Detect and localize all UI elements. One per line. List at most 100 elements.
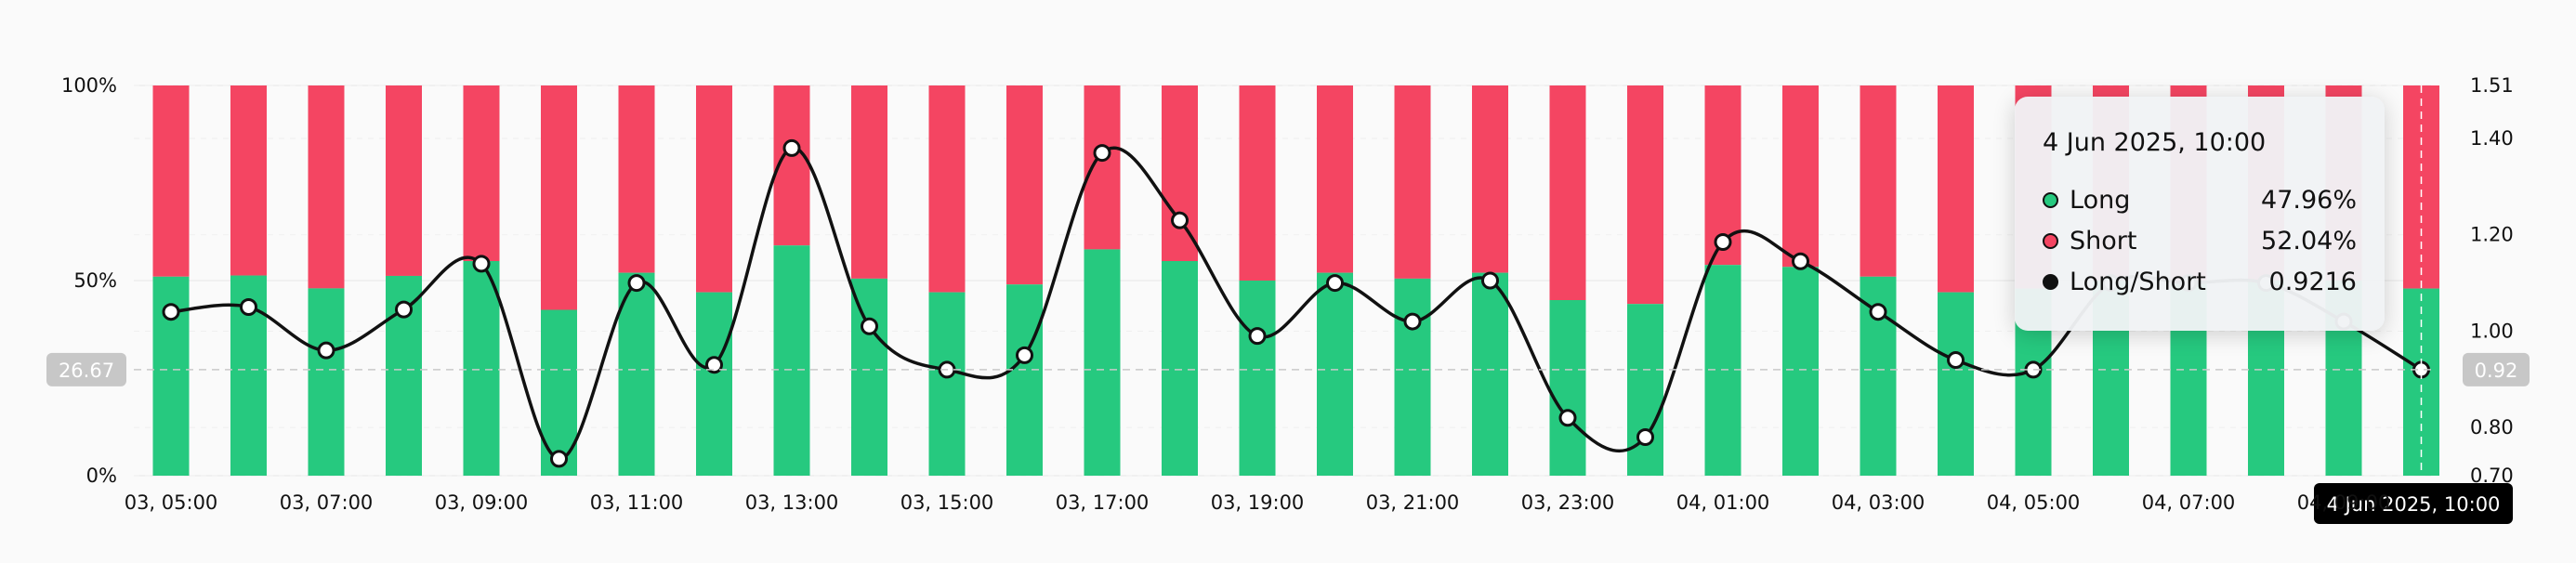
x-tick-label: 03, 09:00 bbox=[435, 491, 529, 514]
long-bar bbox=[1084, 249, 1121, 476]
crosshair-right-label-bg bbox=[2463, 352, 2530, 386]
ratio-point bbox=[1636, 428, 1654, 447]
x-tick-label: 03, 11:00 bbox=[590, 491, 684, 514]
y-right-tick-label: 1.51 bbox=[2470, 74, 2514, 97]
short-bar bbox=[308, 85, 345, 289]
ratio-point bbox=[782, 138, 801, 157]
short-bar bbox=[618, 85, 655, 273]
long-bar bbox=[1938, 292, 1974, 476]
x-tick-label: 03, 23:00 bbox=[1521, 491, 1615, 514]
y-left-tick-label: 50% bbox=[73, 269, 117, 292]
x-tick-label: 04, 05:00 bbox=[1987, 491, 2081, 514]
ratio-point bbox=[550, 450, 568, 468]
long-bar bbox=[928, 292, 966, 476]
short-bar bbox=[851, 85, 887, 279]
ratio-point bbox=[1403, 312, 1422, 331]
ratio-point bbox=[317, 341, 335, 360]
long-bar bbox=[696, 292, 732, 476]
long-bar bbox=[308, 288, 345, 476]
x-tick-label: 04, 01:00 bbox=[1676, 491, 1770, 514]
short-bar bbox=[1627, 85, 1663, 305]
ratio-dot-icon bbox=[2043, 273, 2058, 290]
tooltip-long-value: 47.96% bbox=[2261, 185, 2357, 215]
tooltip-ratio-value: 0.9216 bbox=[2268, 267, 2357, 296]
short-bar bbox=[928, 85, 966, 293]
long-bar bbox=[1549, 300, 1586, 476]
long-bar bbox=[463, 261, 500, 476]
ratio-point bbox=[1792, 252, 1809, 270]
x-tick-label: 03, 13:00 bbox=[745, 491, 839, 514]
ratio-point bbox=[1947, 351, 1965, 370]
ratio-point bbox=[240, 298, 257, 317]
long-bar bbox=[851, 278, 887, 476]
x-tick-label: 04, 09:00 bbox=[2297, 491, 2391, 514]
crosshair-left-label: 26.67 bbox=[59, 360, 114, 382]
long-bar bbox=[1472, 272, 1508, 476]
x-tick-label: 04, 03:00 bbox=[1832, 491, 1925, 514]
ratio-point bbox=[1558, 409, 1577, 427]
short-bar bbox=[1006, 85, 1043, 285]
tooltip-row-short: Short 52.04% bbox=[2043, 220, 2357, 261]
crosshair-right-label: 0.92 bbox=[2475, 360, 2518, 382]
short-dot-icon bbox=[2043, 232, 2058, 249]
tooltip-long-label: Long bbox=[2070, 185, 2131, 215]
short-bar bbox=[1394, 85, 1431, 279]
short-bar bbox=[152, 85, 190, 277]
x-tick-label: 03, 07:00 bbox=[280, 491, 374, 514]
short-bar bbox=[1317, 85, 1353, 273]
tooltip-row-long: Long 47.96% bbox=[2043, 179, 2357, 220]
long-bar bbox=[1162, 261, 1198, 476]
ratio-point bbox=[1326, 274, 1344, 293]
ratio-point bbox=[1869, 303, 1887, 321]
x-tick-label: 03, 21:00 bbox=[1366, 491, 1460, 514]
long-dot-icon bbox=[2043, 191, 2058, 208]
long-bar bbox=[2403, 288, 2439, 476]
short-bar bbox=[696, 85, 732, 293]
axis-ticks: 0% 50% 100% 0.70 0.80 1.00 1.20 1.40 1.51 03, 05:… bbox=[61, 74, 2514, 514]
long-bar bbox=[1317, 272, 1353, 476]
short-bar bbox=[386, 85, 422, 276]
short-bar bbox=[1084, 85, 1121, 250]
long-bar bbox=[1394, 278, 1431, 476]
ratio-point bbox=[861, 317, 878, 335]
y-right-tick-label: 0.80 bbox=[2470, 416, 2514, 439]
y-left-tick-label: 0% bbox=[86, 465, 117, 487]
ratio-point bbox=[1093, 144, 1111, 163]
ratio-point bbox=[1481, 271, 1499, 290]
long-bar bbox=[618, 272, 655, 476]
long-bar bbox=[1239, 281, 1276, 476]
crosshair: 26.67 0.92 4 Jun 2025, 10:00 bbox=[46, 85, 2530, 524]
short-bar bbox=[1239, 85, 1276, 281]
short-bar bbox=[230, 85, 267, 276]
x-tick-label: 03, 15:00 bbox=[900, 491, 994, 514]
short-bar bbox=[1549, 85, 1586, 300]
y-left-tick-label: 100% bbox=[61, 74, 117, 97]
ratio-point bbox=[627, 274, 646, 293]
ratio-point bbox=[1714, 233, 1732, 252]
x-tick-label: 03, 19:00 bbox=[1211, 491, 1305, 514]
crosshair-x-label: 4 Jun 2025, 10:00 bbox=[2327, 493, 2501, 516]
short-bar bbox=[1860, 85, 1897, 277]
ratio-point bbox=[472, 255, 491, 273]
tooltip-row-ratio: Long/Short 0.9216 bbox=[2043, 261, 2357, 302]
ratio-point bbox=[1171, 211, 1189, 229]
tooltip-short-label: Short bbox=[2070, 226, 2137, 255]
x-tick-label: 04, 07:00 bbox=[2142, 491, 2236, 514]
grid-lines bbox=[134, 85, 2431, 477]
long-bar bbox=[1627, 304, 1663, 476]
ratio-point bbox=[1248, 327, 1267, 346]
crosshair-left-label-bg bbox=[46, 352, 126, 386]
y-right-tick-label: 1.20 bbox=[2470, 224, 2514, 246]
long-bar bbox=[1782, 267, 1819, 476]
x-tick-label: 03, 05:00 bbox=[125, 491, 218, 514]
ratio-line bbox=[162, 138, 2430, 468]
short-bar bbox=[1472, 85, 1508, 273]
long-bar bbox=[1006, 284, 1043, 476]
tooltip: 4 Jun 2025, 10:00 Long 47.96% Short 52.0… bbox=[2015, 97, 2385, 331]
tooltip-ratio-label: Long/Short bbox=[2070, 267, 2206, 296]
short-bar bbox=[1938, 85, 1974, 293]
short-bar bbox=[1782, 85, 1819, 268]
ratio-point bbox=[162, 303, 180, 321]
short-bar bbox=[463, 85, 500, 261]
